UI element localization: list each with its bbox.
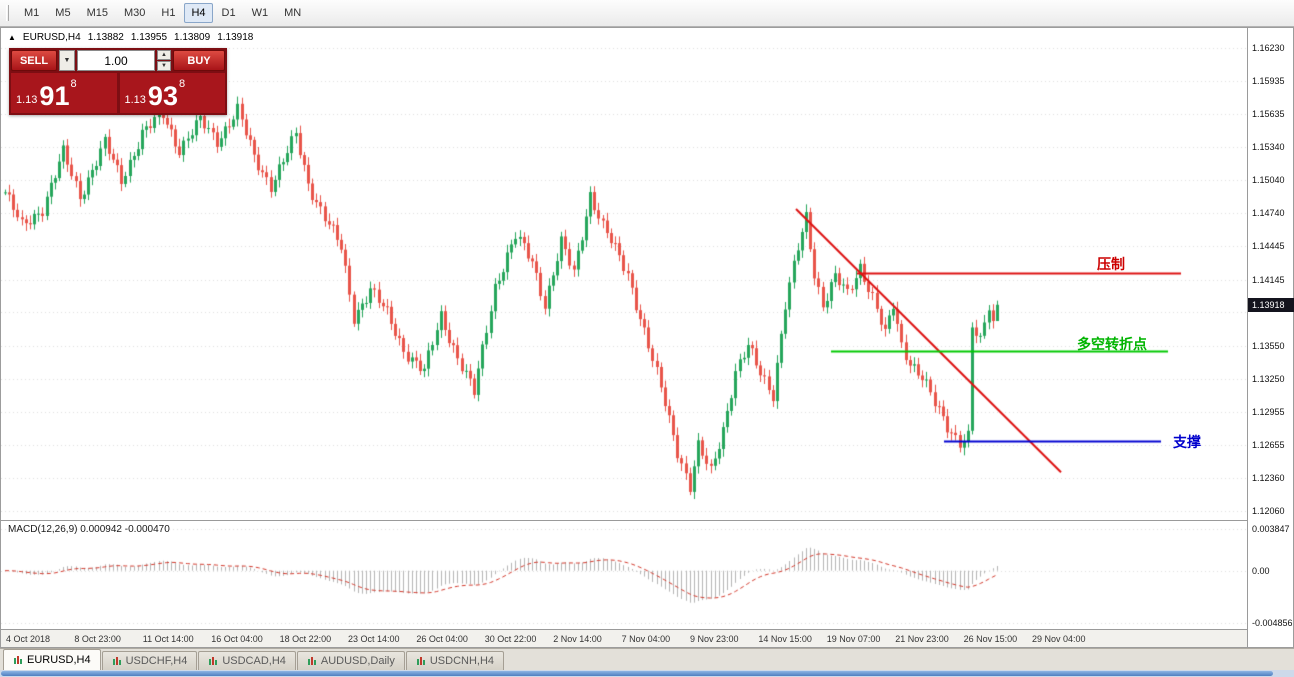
- price-axis-label: 1.15040: [1252, 175, 1285, 186]
- price-axis-label: 1.12060: [1252, 506, 1285, 517]
- price-axis-label: 1.15340: [1252, 141, 1285, 152]
- chart-symbol-period: EURUSD,H4: [22, 32, 81, 43]
- volume-stepper: ▲ ▼: [157, 50, 171, 71]
- chart-pane-container: ▲ EURUSD,H4 1.13882 1.13955 1.13809 1.13…: [1, 28, 1247, 647]
- toolbar-grip[interactable]: [6, 5, 9, 21]
- bid-price-display[interactable]: 1.13 91 8: [11, 73, 117, 113]
- price-axis-label: 1.13550: [1252, 340, 1285, 351]
- annotation-resistance[interactable]: 压制: [1097, 256, 1125, 272]
- price-axis-label: 1.15635: [1252, 109, 1285, 120]
- timeframe-button-h1[interactable]: H1: [154, 3, 182, 23]
- chart-tab-label: USDCAD,H4: [222, 655, 286, 667]
- ohlc-low-value: 1.13809: [174, 32, 211, 43]
- mini-chart-icon: [416, 657, 425, 665]
- chart-tab-usdchf[interactable]: USDCHF,H4: [101, 651, 198, 670]
- mini-chart-icon: [112, 657, 121, 665]
- one-click-trading-panel: SELL ▼ ▲ ▼ BUY 1.13 91 8 1.13: [9, 48, 227, 115]
- volume-dropdown-button[interactable]: ▼: [59, 50, 75, 71]
- mini-chart-icon: [14, 656, 22, 664]
- time-axis-label: 23 Oct 14:00: [348, 634, 400, 644]
- time-axis-label: 30 Oct 22:00: [484, 634, 537, 644]
- volume-increase-button[interactable]: ▲: [157, 50, 171, 60]
- volume-input[interactable]: [77, 50, 155, 71]
- price-axis-label: 1.15935: [1252, 75, 1285, 86]
- timeframe-button-d1[interactable]: D1: [215, 3, 243, 23]
- collapse-panel-icon[interactable]: ▲: [8, 33, 16, 42]
- macd-chart-canvas[interactable]: [1, 521, 1247, 629]
- macd-indicator-label: MACD(12,26,9) 0.000942 -0.000470: [8, 524, 170, 535]
- price-axis-label: 1.14145: [1252, 274, 1285, 285]
- chart-tab-eurusd[interactable]: EURUSD,H4: [3, 649, 101, 670]
- chart-tab-label: AUDUSD,Daily: [320, 655, 395, 667]
- ask-price-big-digits: 93: [147, 81, 178, 112]
- buy-button[interactable]: BUY: [173, 50, 225, 71]
- ask-price-prefix: 1.13: [124, 94, 146, 106]
- chart-tab-audusd[interactable]: AUDUSD,Daily: [296, 651, 405, 670]
- bid-price-point: 8: [70, 78, 77, 90]
- annotation-pivot[interactable]: 多空转折点: [1077, 336, 1147, 352]
- time-axis-label: 26 Oct 04:00: [416, 634, 468, 644]
- time-axis-label: 18 Oct 22:00: [279, 634, 332, 644]
- mini-chart-icon: [209, 657, 218, 665]
- volume-decrease-button[interactable]: ▼: [157, 61, 171, 71]
- price-axis-label: 1.12360: [1252, 472, 1285, 483]
- time-axis[interactable]: 4 Oct 2018 8 Oct 23:00 11 Oct 14:00 16 Oct …: [1, 629, 1247, 647]
- timeframe-toolbar: M1 M5 M15 M30 H1 H4 D1 W1 MN: [0, 0, 1294, 27]
- time-axis-label: 7 Nov 04:00: [621, 634, 671, 644]
- timeframe-button-m1[interactable]: M1: [17, 3, 46, 23]
- time-axis-label: 26 Nov 15:00: [963, 634, 1018, 644]
- timeframe-button-h4[interactable]: H4: [184, 3, 213, 23]
- mini-chart-icon: [307, 657, 316, 665]
- price-axis-label: 1.13250: [1252, 373, 1285, 384]
- price-axis-label: 1.12655: [1252, 440, 1285, 451]
- ask-price-point: 8: [178, 78, 186, 90]
- sell-button[interactable]: SELL: [11, 50, 57, 71]
- timeframe-button-m30[interactable]: M30: [117, 3, 152, 23]
- macd-axis-label: -0.004856: [1252, 618, 1293, 629]
- macd-axis-label: 0.00: [1252, 565, 1270, 576]
- ohlc-open-value: 1.13882: [87, 32, 124, 43]
- chart-tab-usdcad[interactable]: USDCAD,H4: [198, 651, 296, 670]
- chart-title: ▲ EURUSD,H4 1.13882 1.13955 1.13809 1.13…: [8, 32, 253, 43]
- time-axis-label: 21 Nov 23:00: [895, 634, 949, 644]
- price-scale[interactable]: 1.13918 1.16230 1.15935 1.15635 1.15340 1.15…: [1247, 28, 1294, 647]
- scrollbar-thumb[interactable]: [1, 671, 1273, 676]
- time-axis-label: 29 Nov 04:00: [1032, 634, 1086, 644]
- chart-tab-label: USDCNH,H4: [429, 655, 495, 667]
- pane-separator[interactable]: [1, 520, 1247, 521]
- chart-tabs-bar: EURUSD,H4 USDCHF,H4 USDCAD,H4 AUDUSD,Daily U…: [0, 648, 1294, 670]
- horizontal-scrollbar[interactable]: [0, 670, 1294, 677]
- time-axis-label: 9 Nov 23:00: [690, 634, 739, 644]
- chevron-down-icon: ▼: [63, 57, 71, 64]
- price-axis-label: 1.14445: [1252, 241, 1285, 252]
- ask-price-display[interactable]: 1.13 93 8: [119, 73, 225, 113]
- price-axis-label: 1.16230: [1252, 42, 1285, 53]
- current-price-badge: 1.13918: [1248, 297, 1294, 312]
- ohlc-high-value: 1.13955: [130, 32, 168, 43]
- time-axis-label: 8 Oct 23:00: [74, 634, 121, 644]
- time-axis-label: 14 Nov 15:00: [758, 634, 812, 644]
- time-axis-label: 16 Oct 04:00: [211, 634, 263, 644]
- chart-window: ▲ EURUSD,H4 1.13882 1.13955 1.13809 1.13…: [0, 27, 1294, 648]
- annotation-support[interactable]: 支撑: [1173, 434, 1201, 450]
- ohlc-close-value: 1.13918: [217, 32, 254, 43]
- price-axis-label: 1.14740: [1252, 208, 1285, 219]
- timeframe-button-m15[interactable]: M15: [80, 3, 115, 23]
- timeframe-button-m5[interactable]: M5: [48, 3, 77, 23]
- macd-axis-label: 0.003847: [1252, 524, 1290, 535]
- chart-tab-label: EURUSD,H4: [27, 654, 91, 666]
- time-axis-label: 19 Nov 07:00: [826, 634, 881, 644]
- bid-price-big-digits: 91: [39, 81, 70, 112]
- price-axis-label: 1.12955: [1252, 406, 1285, 417]
- time-axis-label: 11 Oct 14:00: [142, 634, 194, 644]
- timeframe-button-mn[interactable]: MN: [277, 3, 308, 23]
- time-axis-label: 2 Nov 14:00: [553, 634, 602, 644]
- bid-price-prefix: 1.13: [16, 94, 38, 106]
- time-axis-label: 4 Oct 2018: [6, 634, 51, 644]
- chart-tab-usdcnh[interactable]: USDCNH,H4: [405, 651, 505, 670]
- chart-tab-label: USDCHF,H4: [125, 655, 188, 667]
- timeframe-button-w1[interactable]: W1: [245, 3, 276, 23]
